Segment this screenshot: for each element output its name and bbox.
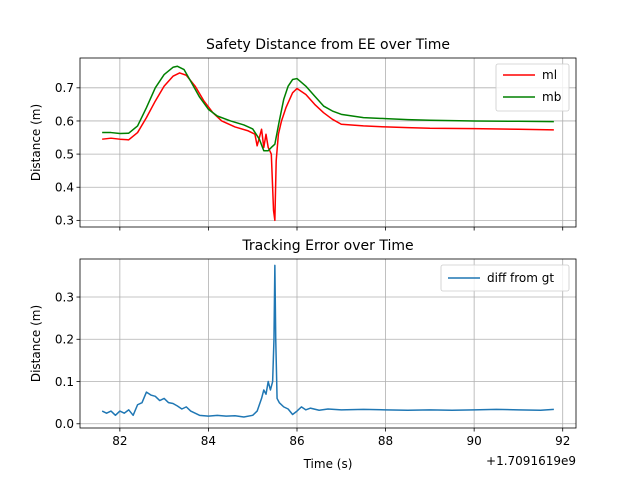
axes-frame: [79, 57, 577, 228]
x-tick-label: 84: [201, 434, 216, 448]
y-tick-label: 0.0: [55, 417, 74, 431]
x-tick-label: 88: [378, 434, 393, 448]
legend: ml mb: [495, 63, 570, 112]
x-tick-label: 90: [467, 434, 482, 448]
grid: [80, 259, 576, 428]
y-tick-label: 0.6: [55, 114, 74, 128]
y-tick-label: 0.4: [55, 181, 74, 195]
legend-box: [440, 264, 570, 292]
series-line-diff-from-gt: [101, 264, 554, 418]
x-axis-offset-text: +1.7091619e9: [486, 454, 576, 468]
y-tick-label: 0.3: [55, 290, 74, 304]
y-tick-label: 0.5: [55, 147, 74, 161]
y-tick-label: 0.2: [55, 333, 74, 347]
x-axis-label: Time (s): [303, 457, 353, 471]
x-tick-label: 82: [112, 434, 127, 448]
legend-label-diff-from-gt: diff from gt: [487, 271, 554, 285]
legend: diff from gt: [440, 264, 570, 292]
chart-title: Tracking Error over Time: [241, 238, 413, 254]
ticks: 0.3 0.4 0.5 0.6 0.7: [55, 81, 564, 231]
y-tick-label: 0.3: [55, 214, 74, 228]
legend-label-mb: mb: [542, 90, 561, 104]
series-group: [102, 65, 554, 222]
safety-distance-subplot: Safety Distance from EE over Time 0.3 0.4…: [29, 37, 577, 231]
legend-label-ml: ml: [542, 68, 557, 82]
x-tick-label: 92: [555, 434, 570, 448]
y-tick-label: 0.1: [55, 375, 74, 389]
y-axis-label: Distance (m): [29, 104, 43, 181]
series-line-ml: [102, 72, 554, 222]
ticks: 82 84 86 88 90 92 0.0 0.1 0.2 0.3: [55, 290, 570, 448]
y-axis-label: Distance (m): [29, 305, 43, 382]
chart-title: Safety Distance from EE over Time: [206, 37, 450, 53]
y-tick-label: 0.7: [55, 81, 74, 95]
series-group: [101, 264, 554, 418]
x-tick-label: 86: [289, 434, 304, 448]
series-line-mb: [102, 65, 554, 152]
axes-frame: [79, 258, 577, 429]
tracking-error-subplot: Tracking Error over Time 82 84 86 88 90 92 0.0…: [29, 238, 577, 471]
